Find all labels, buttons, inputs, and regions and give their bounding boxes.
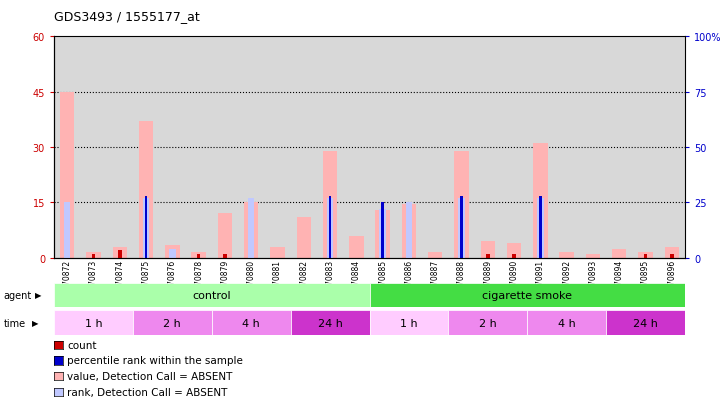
Text: percentile rank within the sample: percentile rank within the sample <box>67 356 243 366</box>
Bar <box>291 311 369 335</box>
Text: 1 h: 1 h <box>400 318 417 328</box>
Bar <box>197 254 200 258</box>
Bar <box>165 245 180 258</box>
Bar <box>349 236 363 258</box>
Bar <box>537 199 544 258</box>
Text: 24 h: 24 h <box>318 318 342 328</box>
Bar <box>460 196 463 258</box>
Text: agent: agent <box>4 290 32 300</box>
Bar <box>381 203 384 258</box>
Bar <box>327 199 333 258</box>
Bar <box>218 214 232 258</box>
Bar <box>379 209 386 258</box>
Text: 1 h: 1 h <box>84 318 102 328</box>
Text: 24 h: 24 h <box>633 318 658 328</box>
Text: value, Detection Call = ABSENT: value, Detection Call = ABSENT <box>67 371 232 381</box>
Bar <box>329 196 332 258</box>
Bar <box>248 199 255 258</box>
Bar <box>191 253 206 258</box>
Bar <box>169 249 176 258</box>
Text: control: control <box>193 290 231 300</box>
Bar <box>448 311 527 335</box>
Bar <box>644 254 647 258</box>
Bar <box>428 253 443 258</box>
Text: ▶: ▶ <box>35 291 41 300</box>
Bar <box>612 249 627 258</box>
Bar <box>406 203 412 258</box>
Bar <box>454 151 469 258</box>
Bar <box>459 199 465 258</box>
Bar <box>376 210 390 258</box>
Bar <box>133 311 212 335</box>
Bar <box>139 122 154 258</box>
Bar <box>87 253 101 258</box>
Bar <box>606 311 685 335</box>
Bar <box>143 199 149 258</box>
Text: 4 h: 4 h <box>242 318 260 328</box>
Bar <box>244 203 258 258</box>
Bar <box>212 311 291 335</box>
Bar <box>539 196 541 258</box>
Bar <box>369 283 685 308</box>
Bar <box>296 218 311 258</box>
Text: count: count <box>67 340 97 350</box>
Bar <box>64 203 71 258</box>
Text: time: time <box>4 318 26 328</box>
Text: 2 h: 2 h <box>479 318 497 328</box>
Bar <box>54 283 369 308</box>
Bar <box>118 251 122 258</box>
Bar <box>585 254 600 258</box>
Bar <box>638 253 653 258</box>
Bar <box>481 242 495 258</box>
Bar <box>513 254 516 258</box>
Text: 4 h: 4 h <box>558 318 575 328</box>
Bar <box>559 253 574 258</box>
Bar <box>670 254 673 258</box>
Text: 2 h: 2 h <box>164 318 181 328</box>
Bar <box>145 196 147 258</box>
Bar <box>665 247 679 258</box>
Bar <box>92 254 95 258</box>
Bar <box>486 254 490 258</box>
Bar <box>369 311 448 335</box>
Bar <box>533 144 548 258</box>
Text: GDS3493 / 1555177_at: GDS3493 / 1555177_at <box>54 10 200 23</box>
Text: cigarette smoke: cigarette smoke <box>482 290 572 300</box>
Bar <box>527 311 606 335</box>
Bar <box>60 93 74 258</box>
Text: rank, Detection Call = ABSENT: rank, Detection Call = ABSENT <box>67 387 227 397</box>
Bar <box>402 205 416 258</box>
Bar <box>507 243 521 258</box>
Bar <box>270 247 285 258</box>
Bar <box>323 151 337 258</box>
Text: ▶: ▶ <box>32 318 39 328</box>
Bar <box>112 247 127 258</box>
Bar <box>54 311 133 335</box>
Bar <box>223 254 226 258</box>
